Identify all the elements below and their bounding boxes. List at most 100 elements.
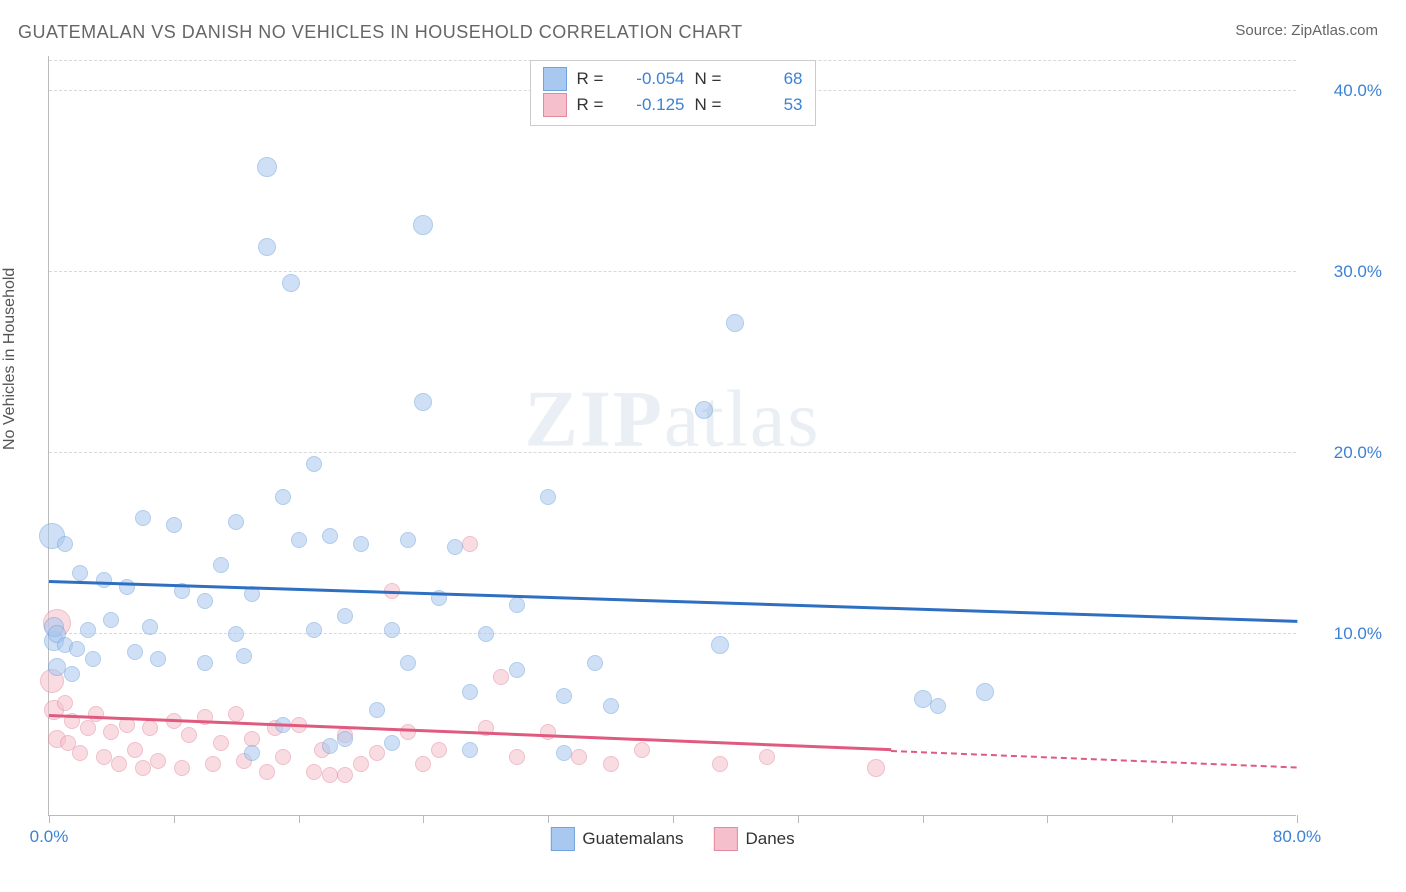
point-guatemalans[interactable]: [236, 648, 252, 664]
point-guatemalans[interactable]: [400, 532, 416, 548]
point-guatemalans[interactable]: [509, 597, 525, 613]
point-guatemalans[interactable]: [197, 655, 213, 671]
point-danes[interactable]: [603, 756, 619, 772]
point-guatemalans[interactable]: [291, 532, 307, 548]
point-danes[interactable]: [275, 749, 291, 765]
point-guatemalans[interactable]: [258, 238, 276, 256]
point-guatemalans[interactable]: [556, 745, 572, 761]
point-guatemalans[interactable]: [48, 658, 66, 676]
point-guatemalans[interactable]: [413, 215, 433, 235]
point-guatemalans[interactable]: [322, 528, 338, 544]
point-guatemalans[interactable]: [275, 489, 291, 505]
point-danes[interactable]: [306, 764, 322, 780]
point-danes[interactable]: [867, 759, 885, 777]
point-guatemalans[interactable]: [509, 662, 525, 678]
point-guatemalans[interactable]: [257, 157, 277, 177]
point-guatemalans[interactable]: [197, 593, 213, 609]
point-guatemalans[interactable]: [540, 489, 556, 505]
point-guatemalans[interactable]: [556, 688, 572, 704]
point-danes[interactable]: [431, 742, 447, 758]
point-guatemalans[interactable]: [85, 651, 101, 667]
point-danes[interactable]: [57, 695, 73, 711]
point-danes[interactable]: [96, 749, 112, 765]
point-guatemalans[interactable]: [603, 698, 619, 714]
point-danes[interactable]: [493, 669, 509, 685]
legend-item-danes[interactable]: Danes: [713, 827, 794, 851]
x-tick: [548, 815, 549, 823]
point-danes[interactable]: [150, 753, 166, 769]
point-danes[interactable]: [322, 767, 338, 783]
point-guatemalans[interactable]: [103, 612, 119, 628]
point-guatemalans[interactable]: [462, 684, 478, 700]
point-guatemalans[interactable]: [384, 622, 400, 638]
point-danes[interactable]: [353, 756, 369, 772]
point-guatemalans[interactable]: [228, 514, 244, 530]
point-danes[interactable]: [205, 756, 221, 772]
point-guatemalans[interactable]: [711, 636, 729, 654]
point-danes[interactable]: [181, 727, 197, 743]
point-guatemalans[interactable]: [142, 619, 158, 635]
point-guatemalans[interactable]: [353, 536, 369, 552]
point-danes[interactable]: [174, 760, 190, 776]
point-danes[interactable]: [80, 720, 96, 736]
point-danes[interactable]: [228, 706, 244, 722]
point-guatemalans[interactable]: [384, 735, 400, 751]
point-guatemalans[interactable]: [322, 738, 338, 754]
point-danes[interactable]: [509, 749, 525, 765]
point-guatemalans[interactable]: [587, 655, 603, 671]
point-guatemalans[interactable]: [337, 608, 353, 624]
y-tick-label: 30.0%: [1302, 262, 1382, 282]
point-guatemalans[interactable]: [462, 742, 478, 758]
point-guatemalans[interactable]: [166, 517, 182, 533]
point-guatemalans[interactable]: [976, 683, 994, 701]
point-danes[interactable]: [759, 749, 775, 765]
point-danes[interactable]: [369, 745, 385, 761]
point-guatemalans[interactable]: [930, 698, 946, 714]
point-guatemalans[interactable]: [337, 731, 353, 747]
point-danes[interactable]: [462, 536, 478, 552]
legend-item-guatemalans[interactable]: Guatemalans: [550, 827, 683, 851]
point-danes[interactable]: [712, 756, 728, 772]
point-guatemalans[interactable]: [695, 401, 713, 419]
point-danes[interactable]: [103, 724, 119, 740]
point-guatemalans[interactable]: [400, 655, 416, 671]
source-link[interactable]: ZipAtlas.com: [1291, 22, 1378, 39]
point-danes[interactable]: [111, 756, 127, 772]
point-danes[interactable]: [337, 767, 353, 783]
point-guatemalans[interactable]: [69, 641, 85, 657]
point-guatemalans[interactable]: [135, 510, 151, 526]
point-guatemalans[interactable]: [914, 690, 932, 708]
point-danes[interactable]: [259, 764, 275, 780]
point-guatemalans[interactable]: [57, 536, 73, 552]
point-guatemalans[interactable]: [306, 622, 322, 638]
point-guatemalans[interactable]: [244, 745, 260, 761]
x-tick: [423, 815, 424, 823]
gridline-h: [49, 271, 1296, 272]
source-prefix: Source:: [1235, 22, 1291, 39]
point-guatemalans[interactable]: [306, 456, 322, 472]
point-danes[interactable]: [135, 760, 151, 776]
point-guatemalans[interactable]: [228, 626, 244, 642]
point-guatemalans[interactable]: [369, 702, 385, 718]
point-guatemalans[interactable]: [213, 557, 229, 573]
point-danes[interactable]: [127, 742, 143, 758]
point-danes[interactable]: [634, 742, 650, 758]
point-danes[interactable]: [88, 706, 104, 722]
point-danes[interactable]: [72, 745, 88, 761]
point-guatemalans[interactable]: [282, 274, 300, 292]
point-danes[interactable]: [213, 735, 229, 751]
point-guatemalans[interactable]: [150, 651, 166, 667]
point-guatemalans[interactable]: [64, 666, 80, 682]
point-guatemalans[interactable]: [72, 565, 88, 581]
point-guatemalans[interactable]: [478, 626, 494, 642]
x-tick: [49, 815, 50, 823]
point-guatemalans[interactable]: [414, 393, 432, 411]
point-danes[interactable]: [142, 720, 158, 736]
point-guatemalans[interactable]: [726, 314, 744, 332]
point-guatemalans[interactable]: [447, 539, 463, 555]
point-danes[interactable]: [571, 749, 587, 765]
point-guatemalans[interactable]: [96, 572, 112, 588]
point-danes[interactable]: [415, 756, 431, 772]
point-guatemalans[interactable]: [80, 622, 96, 638]
point-guatemalans[interactable]: [127, 644, 143, 660]
